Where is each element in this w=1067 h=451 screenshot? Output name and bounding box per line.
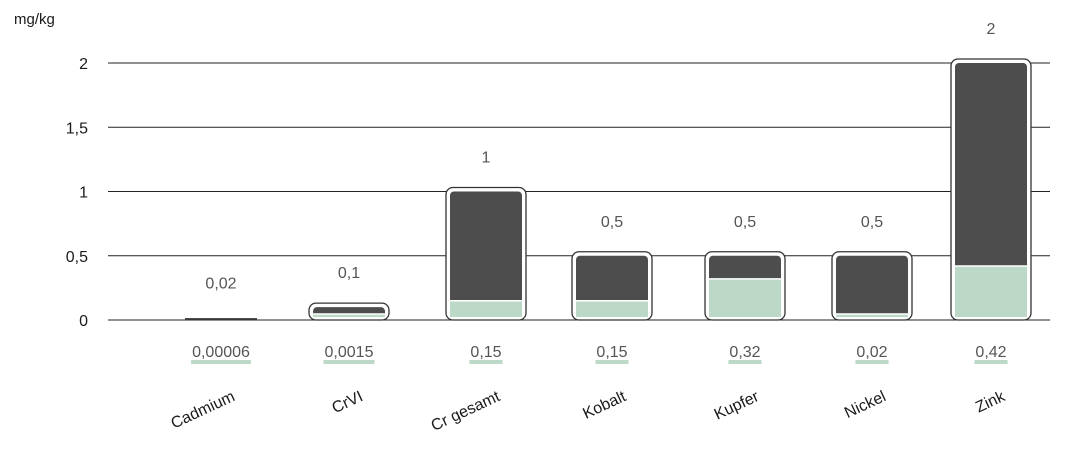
category-label: Nickel	[842, 388, 889, 422]
measured-value-label: 0,02	[856, 344, 887, 361]
y-tick-label: 1,5	[66, 120, 88, 137]
measured-underline	[469, 360, 503, 364]
measured-underline	[728, 360, 762, 364]
limit-value-label: 0,1	[338, 265, 360, 282]
limit-value-label: 0,5	[861, 214, 883, 231]
bar-group-kobalt	[571, 251, 653, 321]
measured-value-labels: 0,00006 0,0015 0,15 0,15 0,32 0,02 0,42	[191, 344, 1008, 364]
y-tick-label: 0	[79, 313, 88, 330]
category-label: Cadmium	[168, 388, 237, 432]
measured-value-label: 0,15	[596, 344, 627, 361]
bar-measured	[313, 314, 385, 317]
bar-group-cadmium	[185, 318, 257, 320]
bar-measured	[576, 300, 648, 317]
bar-measured	[450, 300, 522, 317]
measured-value-label: 0,42	[975, 344, 1006, 361]
category-label: Kobalt	[580, 388, 629, 423]
bar-measured	[955, 266, 1027, 317]
category-label: Cr gesamt	[429, 388, 504, 435]
measured-value-label: 0,0015	[325, 344, 374, 361]
limit-value-label: 0,02	[205, 275, 236, 292]
bar-group-zink	[950, 58, 1032, 321]
measured-underline	[323, 360, 375, 364]
limit-value-label: 0,5	[734, 214, 756, 231]
bar-group-cr-gesamt	[445, 186, 527, 321]
limit-value-labels: 0,02 0,1 1 0,5 0,5 0,5 2	[205, 21, 995, 292]
limit-value-label: 1	[482, 150, 491, 167]
measured-value-label: 0,32	[729, 344, 760, 361]
bar-group-nickel	[831, 251, 913, 321]
bar-measured	[836, 314, 908, 317]
measured-value-label: 0,15	[470, 344, 501, 361]
bars	[185, 58, 1032, 321]
bar-limit	[450, 191, 522, 317]
y-tick-label: 1	[79, 185, 88, 202]
category-label: Zink	[973, 388, 1008, 417]
measured-underline	[191, 360, 251, 364]
limit-value-label: 0,5	[601, 214, 623, 231]
category-label: CrVI	[330, 388, 366, 417]
bar-limit	[955, 63, 1027, 317]
measured-underline	[974, 360, 1008, 364]
y-tick-label: 2	[79, 56, 88, 73]
y-tick-label: 0,5	[66, 249, 88, 266]
bar-limit	[185, 318, 257, 320]
measured-underline	[595, 360, 629, 364]
bar-measured	[709, 278, 781, 317]
y-unit-label: mg/kg	[14, 11, 55, 28]
bar-group-kupfer	[704, 251, 786, 321]
category-labels: Cadmium CrVI Cr gesamt Kobalt Kupfer Nickel Zi…	[168, 388, 1008, 435]
bar-group-crvi	[308, 302, 390, 321]
bar-limit	[836, 255, 908, 317]
category-label: Kupfer	[712, 388, 763, 424]
limit-value-label: 2	[987, 21, 996, 38]
measured-underline	[855, 360, 889, 364]
measured-value-label: 0,00006	[192, 344, 250, 361]
